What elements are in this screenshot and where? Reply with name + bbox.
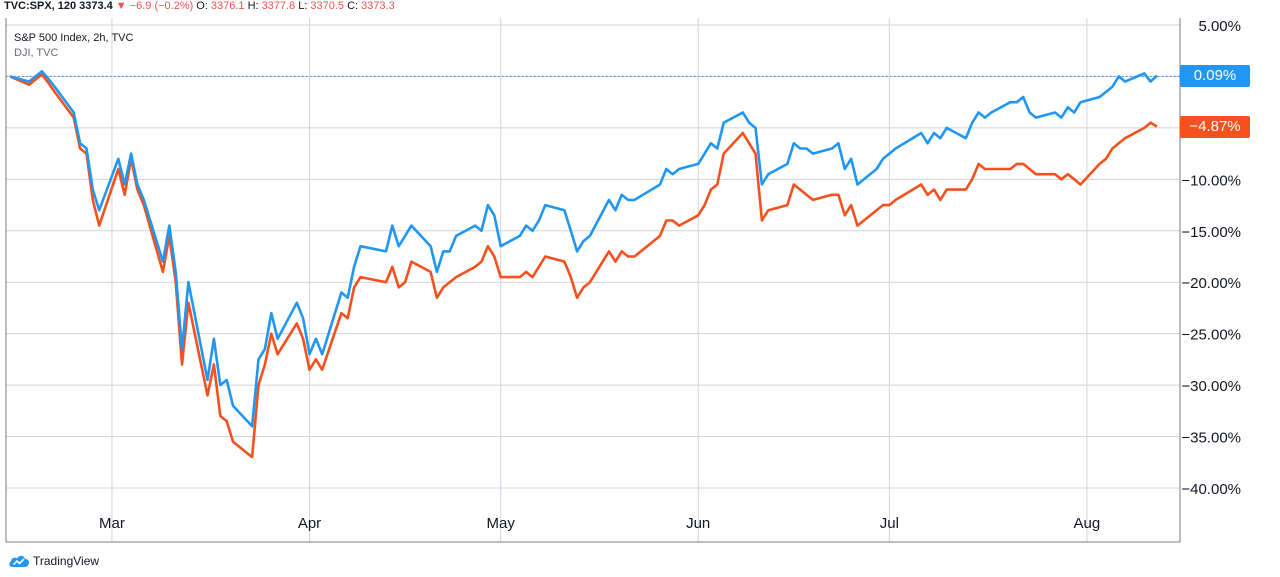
x-tick-label: Jul	[880, 515, 899, 532]
x-tick-label: Apr	[298, 515, 321, 532]
x-tick-label: Jun	[686, 515, 710, 532]
y-tick-label: −35.00%	[1181, 430, 1241, 447]
y-tick-label: −30.00%	[1181, 378, 1241, 395]
series-line-dji	[9, 73, 1158, 459]
close-label: C:	[347, 0, 359, 12]
legend-series-dji[interactable]: DJI, TVC	[14, 47, 59, 59]
high-label: H:	[247, 0, 259, 12]
symbol-name[interactable]: TVC:SPX, 120	[4, 0, 77, 12]
dji-last-value-badge: −4.87%	[1180, 115, 1250, 138]
open-value: 3376.1	[210, 0, 245, 12]
y-tick-label: 5.00%	[1198, 18, 1241, 35]
last-price: 3373.4	[79, 0, 113, 12]
low-value: 3370.5	[310, 0, 345, 12]
cloud-logo-icon	[9, 555, 30, 567]
x-tick-label: Aug	[1074, 515, 1101, 532]
x-tick-label: May	[486, 515, 515, 532]
high-value: 3377.8	[261, 0, 296, 12]
y-tick-label: −40.00%	[1181, 481, 1241, 498]
grid-lines	[6, 18, 1180, 542]
series-lines	[9, 70, 1158, 459]
x-tick-label: Mar	[99, 515, 125, 532]
close-value: 3373.3	[361, 0, 395, 12]
tradingview-brand-text: TradingView	[33, 554, 100, 568]
price-change: −6.9 (−0.2%)	[129, 0, 194, 12]
tradingview-logo[interactable]: TradingView	[8, 552, 99, 570]
symbol-header: TVC:SPX, 120 3373.4 ▼ −6.9 (−0.2%) O: 3376.1 H…	[4, 0, 398, 16]
down-arrow-icon: ▼	[115, 0, 127, 12]
y-tick-label: −10.00%	[1181, 172, 1241, 189]
open-label: O:	[196, 0, 208, 12]
low-label: L:	[298, 0, 308, 12]
spx-last-value-badge: 0.09%	[1180, 64, 1250, 87]
y-tick-label: −25.00%	[1181, 327, 1241, 344]
legend-series-spx[interactable]: S&P 500 Index, 2h, TVC	[14, 32, 134, 44]
y-axis-tick-labels: 5.00% −10.00% −15.00% −20.00% −25.00% −30.00%…	[1181, 18, 1241, 498]
x-axis-tick-labels: Mar Apr May Jun Jul Aug	[99, 515, 1100, 532]
axes	[5, 18, 1181, 543]
y-tick-label: −20.00%	[1181, 275, 1241, 292]
series-line-spx	[9, 70, 1158, 428]
y-tick-label: −15.00%	[1181, 224, 1241, 241]
